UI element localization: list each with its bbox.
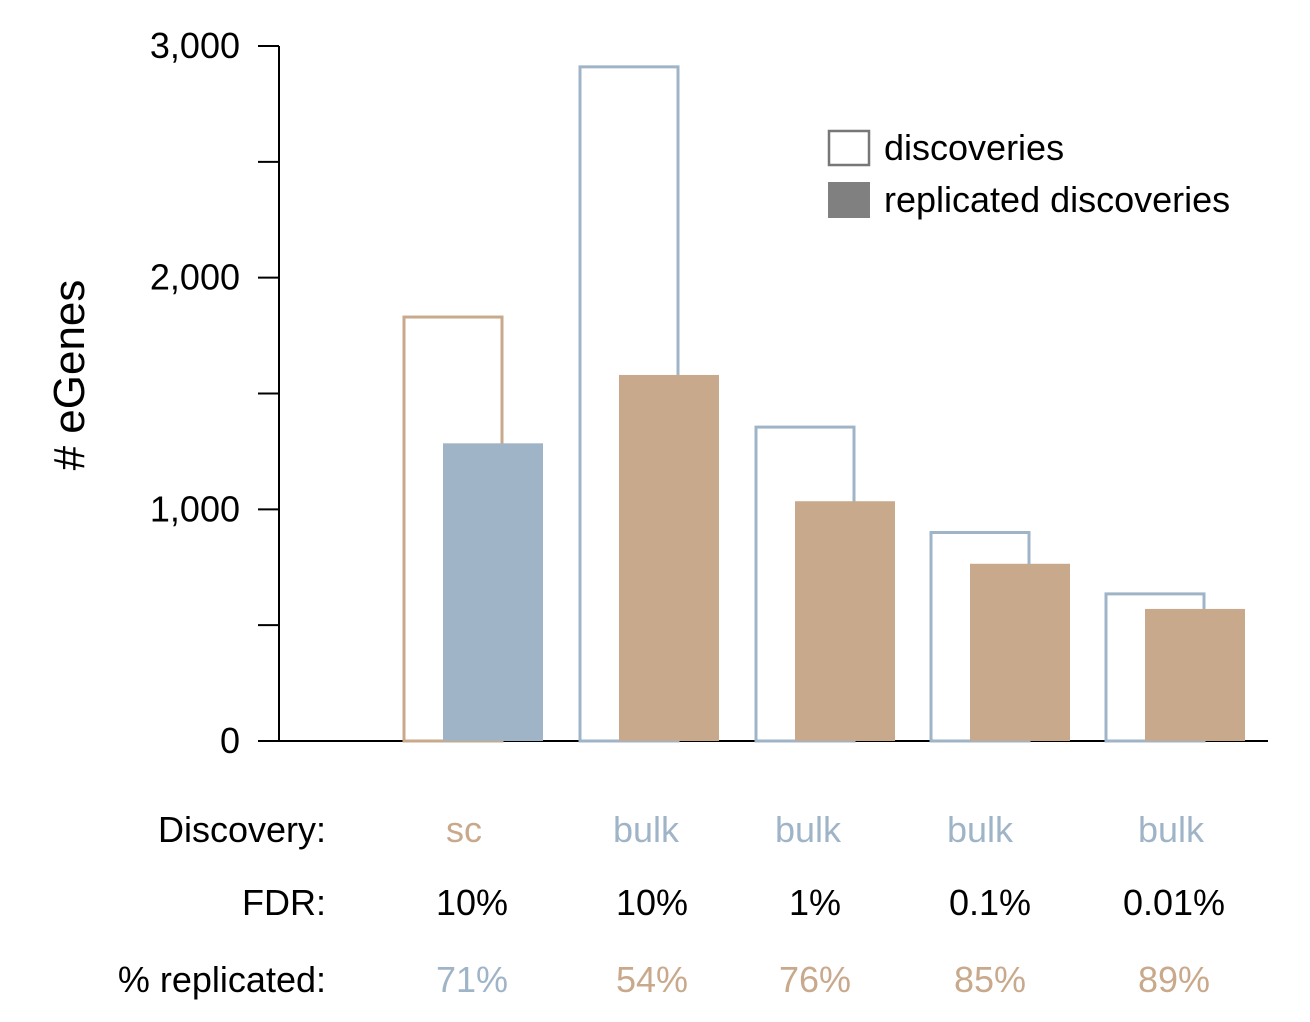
pct-value-0: 71% [436, 959, 508, 1000]
discovery-value-4: bulk [1138, 809, 1205, 850]
bar-replicated-2 [795, 501, 895, 741]
pct-value-1: 54% [616, 959, 688, 1000]
pct-row-label: % replicated: [118, 959, 326, 1000]
table-row-labels: Discovery: FDR: % replicated: [118, 809, 326, 1000]
discovery-value-2: bulk [775, 809, 842, 850]
bar-replicated-3 [970, 563, 1070, 741]
legend-swatch-replicated [828, 182, 870, 218]
fdr-value-0: 10% [436, 882, 508, 923]
bar-replicated-0 [443, 443, 543, 741]
fdr-value-4: 0.01% [1123, 882, 1225, 923]
discovery-value-1: bulk [613, 809, 680, 850]
fdr-value-1: 10% [616, 882, 688, 923]
y-tick-label-4: 2,000 [150, 257, 240, 298]
fdr-value-3: 0.1% [949, 882, 1031, 923]
pct-value-3: 85% [954, 959, 1026, 1000]
discovery-row-label: Discovery: [158, 809, 326, 850]
bars [402, 65, 1245, 743]
legend-swatch-discoveries [827, 129, 871, 167]
y-axis: 0 1,000 2,000 3,000 [150, 25, 280, 761]
y-tick-label-2: 1,000 [150, 488, 240, 529]
legend: discoveries replicated discoveries [827, 127, 1230, 220]
pct-value-2: 76% [779, 959, 851, 1000]
legend-label-discoveries: discoveries [884, 127, 1064, 168]
table-values: sc 10% 71% bulk 10% 54% bulk 1% 76% bulk 0.1% 85% bu… [436, 809, 1225, 1000]
y-axis-label: # eGenes [45, 280, 94, 471]
fdr-value-2: 1% [789, 882, 841, 923]
fdr-row-label: FDR: [242, 882, 326, 923]
legend-label-replicated: replicated discoveries [884, 179, 1230, 220]
y-tick-label-0: 0 [220, 720, 240, 761]
bar-replicated-1 [619, 374, 719, 741]
bar-replicated-4 [1145, 608, 1245, 741]
pct-value-4: 89% [1138, 959, 1210, 1000]
discovery-value-0: sc [446, 809, 482, 850]
y-tick-label-6: 3,000 [150, 25, 240, 66]
discovery-value-3: bulk [947, 809, 1014, 850]
